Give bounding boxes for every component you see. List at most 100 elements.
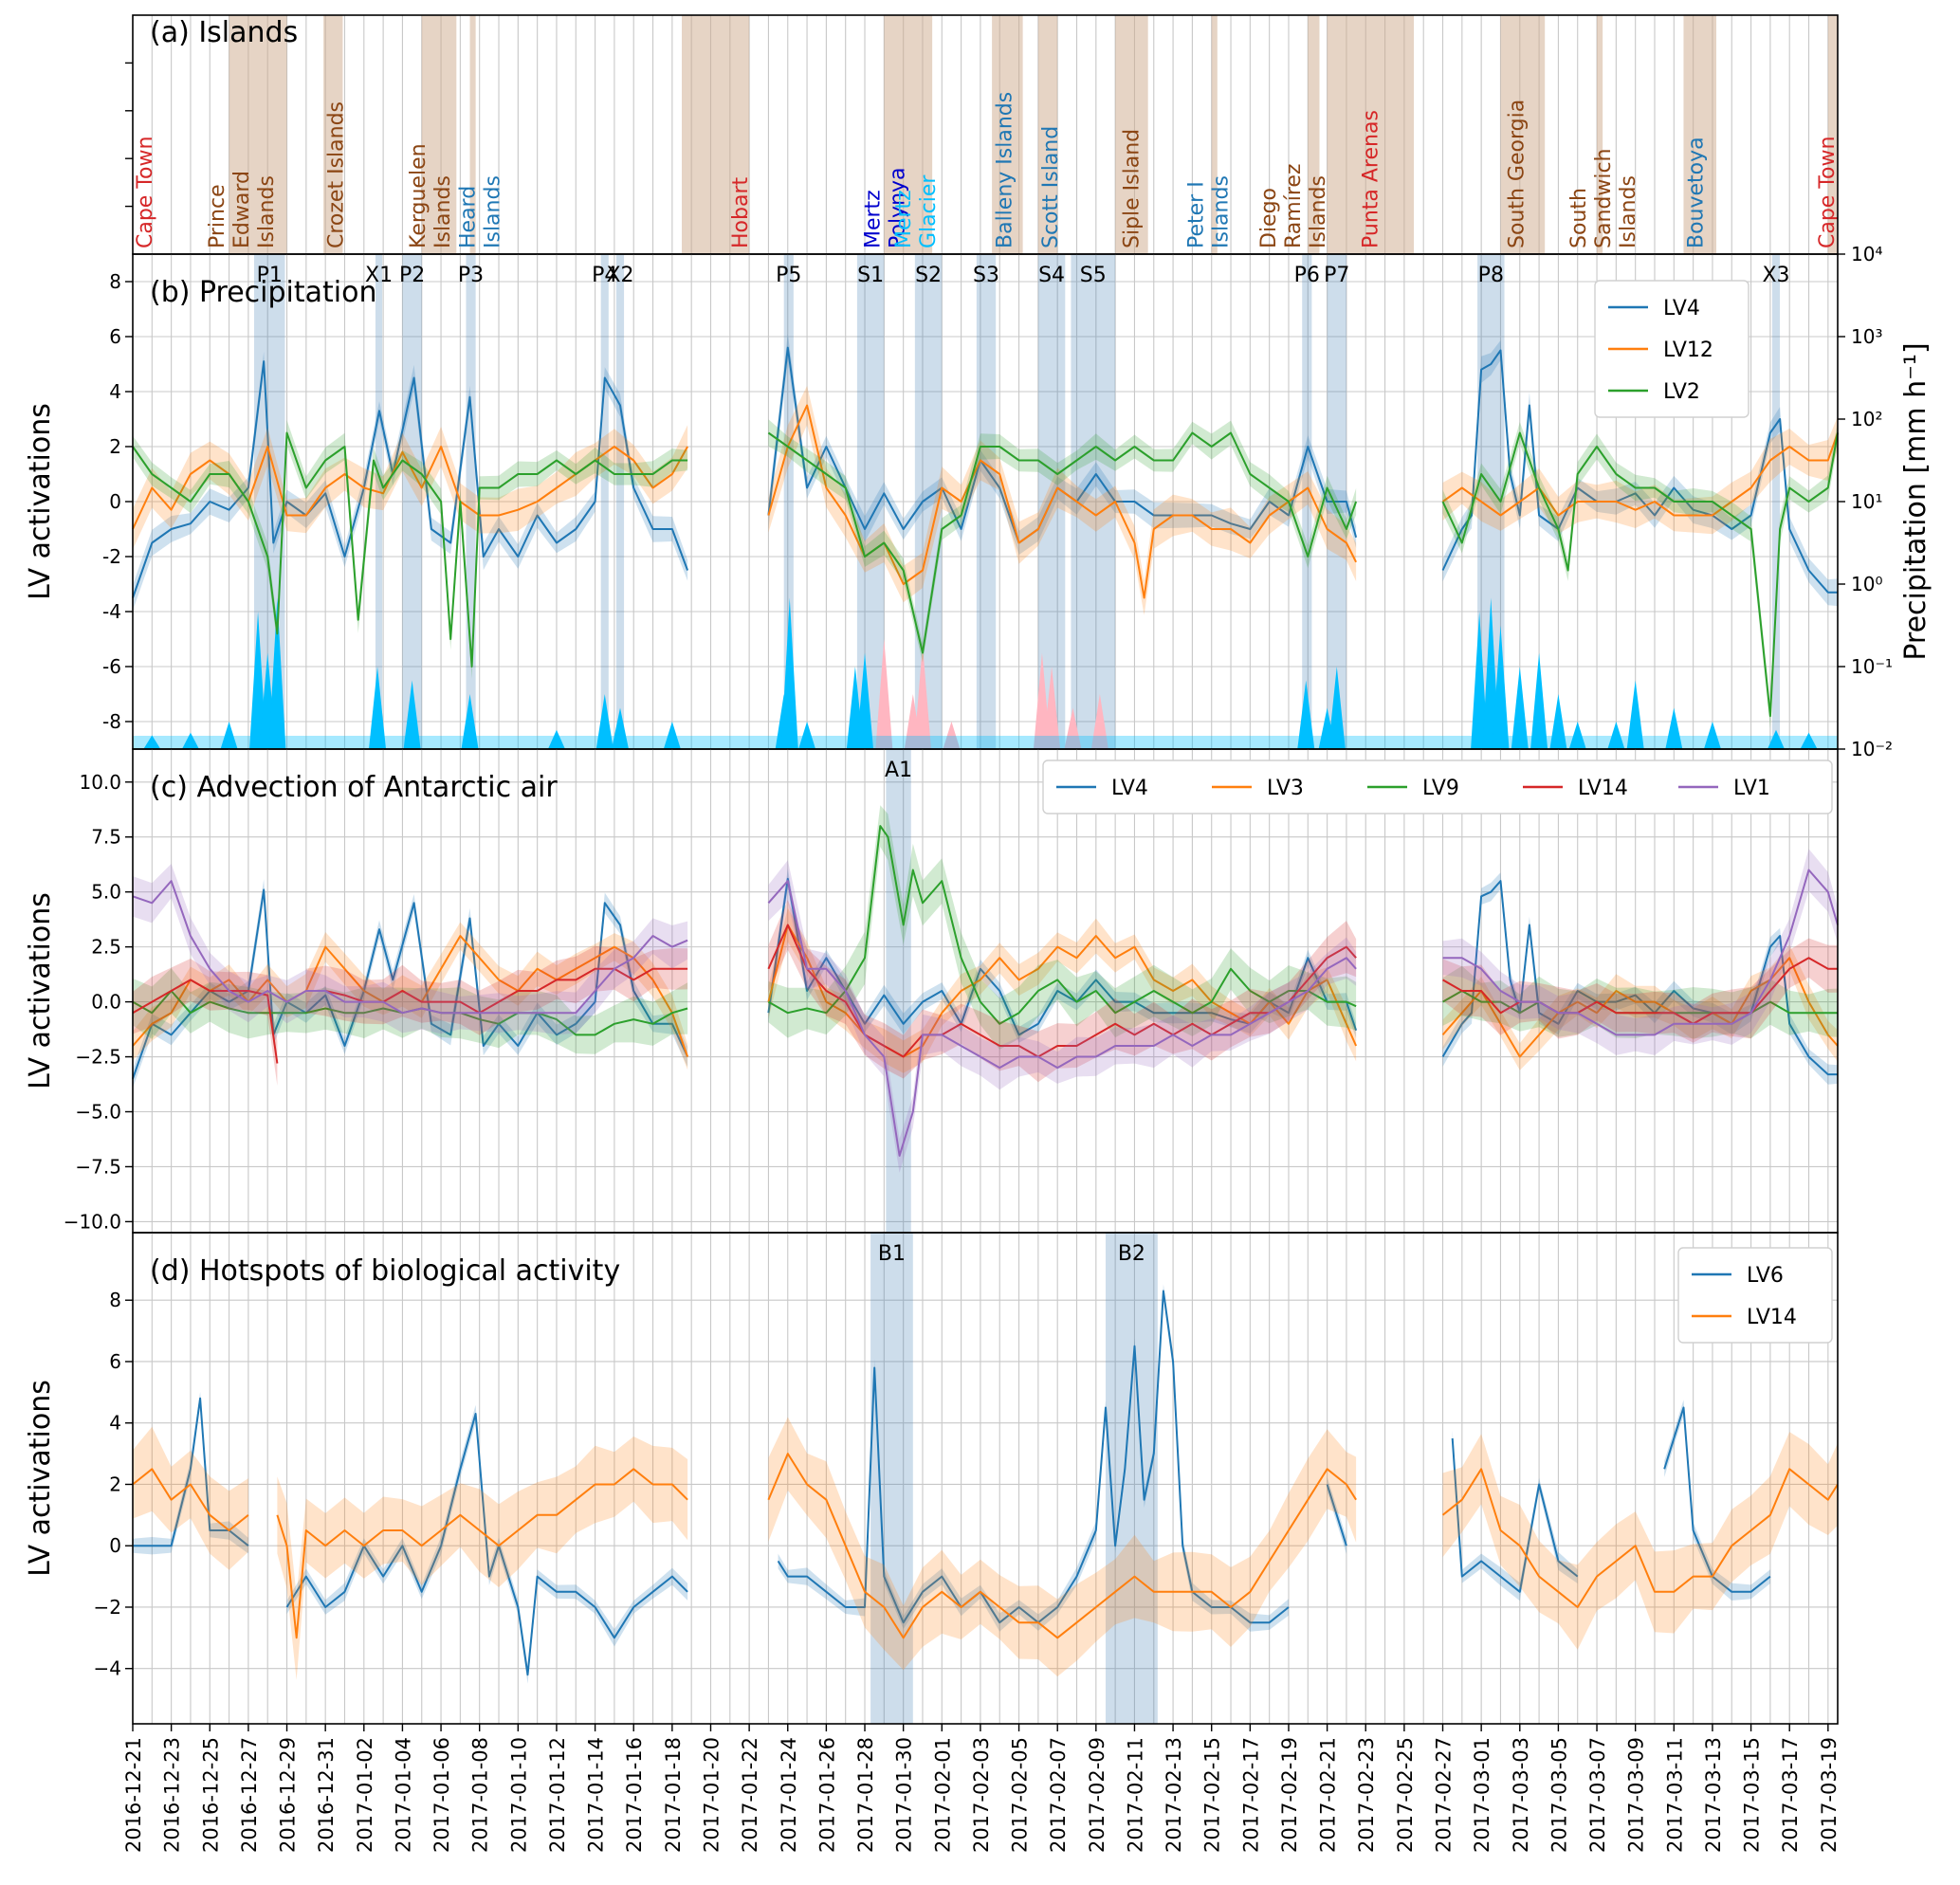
island-label-text: Polynya (886, 167, 909, 248)
series-band-lv1 (133, 864, 688, 1035)
legend-label-lv4: LV4 (1111, 777, 1148, 800)
island-label: Cape Town (134, 137, 157, 248)
shaded-period (402, 254, 422, 749)
precip-spike-rain (369, 667, 387, 749)
y-tick-label: 0 (109, 490, 121, 513)
period-label-s5: S5 (1080, 264, 1107, 287)
y2-tick-label: 10⁴ (1851, 243, 1882, 265)
precip-spike-rain (1471, 612, 1489, 749)
series-band-lv12 (133, 425, 688, 550)
series-line-lv1 (767, 880, 1357, 1157)
series-band-lv2 (768, 419, 1357, 663)
panel-c-advection: A1 −10.0 −7.5 −5.0 −2.5 0.0 2.5 5.0 7.5 10.0 LV ac… (24, 748, 1839, 1234)
legend-label-lv4: LV4 (1663, 297, 1700, 320)
precip-spike-snow (913, 644, 931, 749)
island-label-text: Hobart (729, 177, 753, 248)
period-label-s3: S3 (973, 264, 999, 287)
series-band-lv12 (1442, 416, 1838, 535)
y-tick-label: 2.5 (91, 936, 121, 959)
precip-spike-snow (1090, 694, 1108, 749)
precip-spike-snow (875, 639, 893, 749)
x-tick-label: 2017-02-19 (1278, 1737, 1301, 1853)
series-band-lv14 (1442, 938, 1838, 1043)
series-line-lv14 (767, 924, 1357, 1058)
legend-label-lv12: LV12 (1663, 339, 1713, 362)
precip-spike-rain (1568, 722, 1586, 749)
series-line-lv3 (1441, 957, 1839, 1058)
precip-spike-rain (1530, 652, 1548, 749)
island-label: Diego Ramírez Islands (1257, 164, 1330, 248)
island-shade (1327, 15, 1415, 254)
y-tick-label: −4 (94, 1657, 121, 1680)
period-label-p8: P8 (1478, 264, 1504, 287)
panel-a-islands: Cape Town Prince Edward Islands Crozet Islan… (125, 14, 1840, 255)
y-tick-label: 8 (109, 270, 121, 293)
series-band-lv14 (277, 1437, 688, 1680)
series-line-lv6 (133, 1397, 249, 1547)
island-shade (1115, 15, 1148, 254)
island-shade (1827, 15, 1838, 254)
island-label-text: Prince (206, 184, 229, 248)
island-label-text: Diego (1257, 188, 1281, 248)
island-label-text: Islands (482, 175, 505, 248)
series-line-lv1 (1442, 869, 1839, 1036)
shaded-period (600, 254, 609, 749)
y-axis-label: LV activations (24, 1380, 57, 1577)
series-band-lv6 (778, 1284, 1289, 1632)
precip-spike-rain (1492, 625, 1510, 749)
series-band-lv9 (768, 805, 1357, 1050)
x-tick-label: 2017-02-21 (1317, 1737, 1340, 1853)
x-tick-label: 2017-03-07 (1586, 1737, 1609, 1853)
precip-spike-snow (943, 722, 961, 749)
island-label: Mertz Glacier (892, 174, 941, 248)
x-tick-label: 2017-01-30 (893, 1737, 916, 1853)
island-label: Punta Arenas (1359, 110, 1383, 248)
island-label-text: Punta Arenas (1359, 110, 1383, 248)
x-tick-label: 2017-03-19 (1818, 1737, 1841, 1853)
panel-d-hotspots: B1 B2 −4 −2 0 2 4 6 8 LV activations LV6 LV14 (d) Ho… (24, 1232, 1839, 1725)
y2-axis-label: Precipitation [mm h⁻¹] (1899, 342, 1933, 660)
period-label-p1: P1 (257, 264, 283, 287)
x-tick-label: 2016-12-27 (238, 1737, 261, 1853)
precip-spike-rain (143, 735, 161, 749)
period-label-x3: X3 (1762, 264, 1789, 287)
island-shade (1211, 15, 1218, 254)
x-tick-label: 2017-02-11 (1125, 1737, 1147, 1853)
island-label: Siple Island (1120, 129, 1144, 248)
series-line-lv14 (1441, 1468, 1839, 1608)
y-tick-label: 5.0 (91, 881, 121, 904)
island-label: Prince Edward Islands (206, 171, 279, 248)
x-tick-label: 2017-02-17 (1239, 1737, 1262, 1853)
precip-spike-rain (595, 694, 614, 749)
island-label-text: Cape Town (1816, 137, 1840, 248)
legend-box (1677, 1247, 1833, 1344)
x-tick-label: 2016-12-21 (122, 1737, 145, 1853)
series-line-lv12 (1441, 432, 1839, 517)
precip-spike-rain (547, 729, 565, 749)
x-tick-label: 2017-01-06 (430, 1737, 453, 1853)
shaded-period (783, 254, 794, 749)
series-band-lv4 (1442, 340, 1838, 607)
shaded-period (1771, 254, 1781, 749)
precip-spike-rain (780, 597, 798, 749)
series-line-lv9 (767, 825, 1357, 1025)
island-shade (1683, 15, 1717, 254)
island-label-text: South (1567, 188, 1591, 248)
y-axis-label: LV activations (24, 403, 57, 600)
period-label-s2: S2 (915, 264, 942, 287)
precip-spike-rain (1626, 680, 1644, 749)
x-tick-label: 2017-01-16 (623, 1737, 646, 1853)
island-label-text: Sandwich (1592, 149, 1616, 249)
island-label: Scott Island (1039, 126, 1063, 248)
y-tick-label: 6 (109, 1350, 121, 1373)
x-tick-label: 2017-03-01 (1471, 1737, 1493, 1853)
x-tick-label: 2017-03-11 (1663, 1737, 1686, 1853)
series-line-lv4 (132, 888, 689, 1080)
panel-a-title: (a) Islands (150, 16, 298, 49)
panel-c-title: (c) Advection of Antarctic air (150, 771, 558, 804)
island-label-text: Islands (1617, 175, 1640, 248)
precip-spike-rain (181, 732, 199, 749)
y-tick-label: 6 (109, 325, 121, 348)
period-label-p3: P3 (458, 264, 484, 287)
